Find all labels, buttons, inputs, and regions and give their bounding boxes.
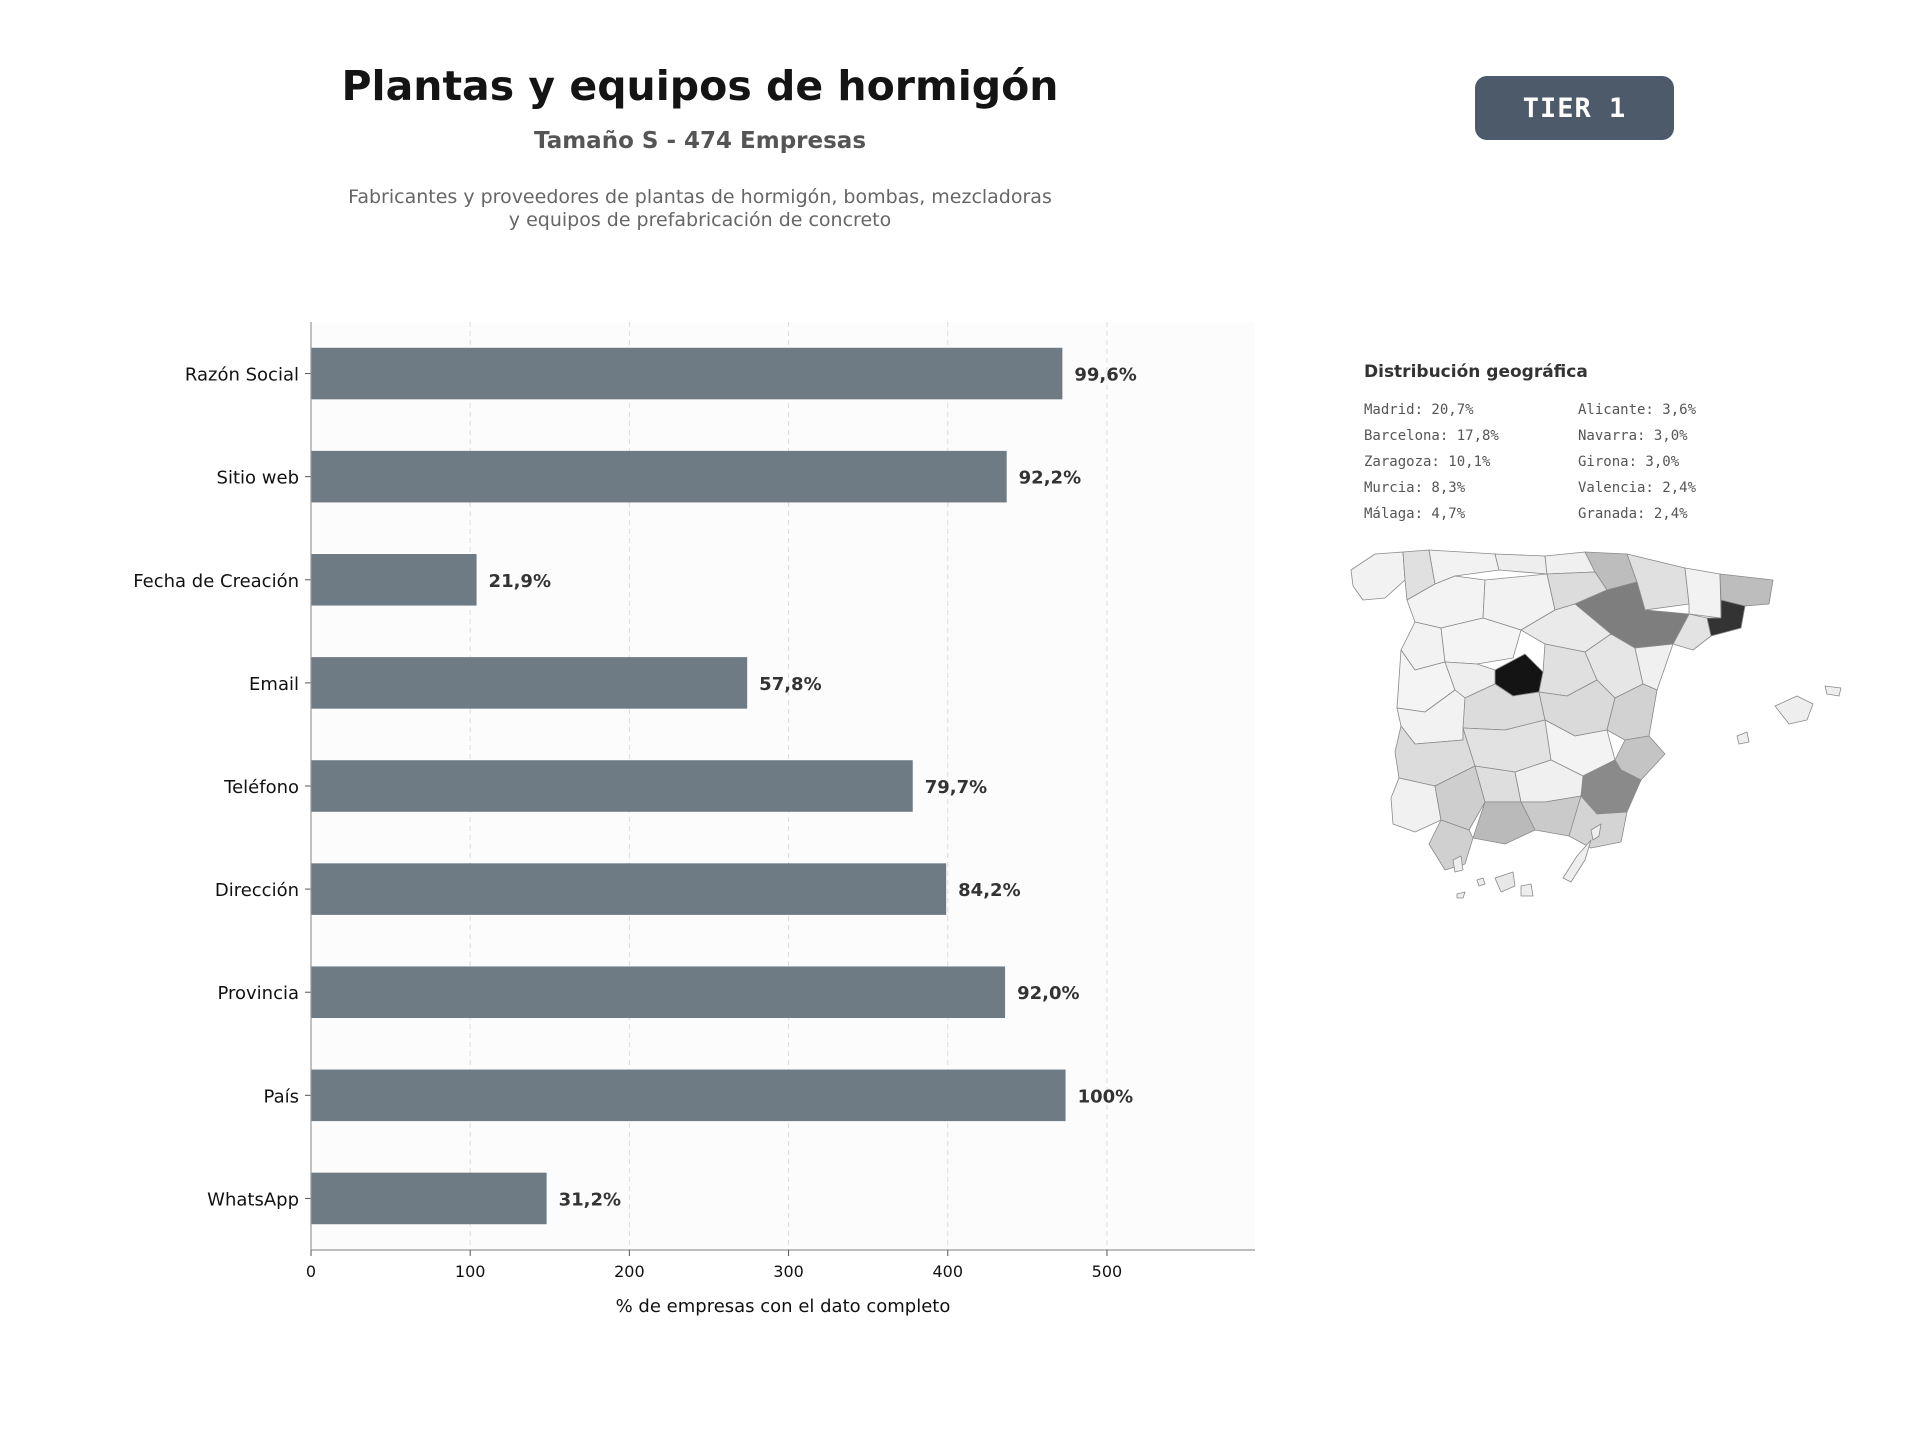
bar <box>311 450 1007 503</box>
map-region-fuerteventura <box>1562 839 1592 883</box>
map-region-girona <box>1719 573 1774 607</box>
map-region-cadiz <box>1428 819 1474 871</box>
geo-title: Distribución geográfica <box>1364 362 1588 382</box>
map-region-galicia-a <box>1350 551 1406 601</box>
bar <box>311 760 913 812</box>
map-region-huelva <box>1390 777 1442 833</box>
x-axis-label: % de empresas con el dato completo <box>616 1296 951 1317</box>
bar <box>311 863 947 915</box>
x-tick-label: 200 <box>614 1262 645 1281</box>
category-label: Fecha de Creación <box>133 571 299 592</box>
map-region-asturias <box>1428 549 1500 585</box>
tier-badge: TIER 1 <box>1475 76 1674 140</box>
geo-item: Girona: 3,0% <box>1578 454 1680 470</box>
bar-chart: 99,6% Razón Social 92,2% Sitio web 21,9% Fech… <box>133 322 1255 1317</box>
geo-item: Zaragoza: 10,1% <box>1364 454 1491 470</box>
map-region-cantabria <box>1494 553 1548 575</box>
x-tick-label: 300 <box>773 1262 804 1281</box>
data-label: 21,9% <box>489 571 551 592</box>
category-label: Email <box>249 674 299 695</box>
geo-item: Valencia: 2,4% <box>1578 480 1697 496</box>
map-region-sevilla <box>1434 765 1486 831</box>
data-label: 100% <box>1078 1086 1134 1107</box>
map-region-tenerife <box>1494 871 1516 893</box>
description-line-2: y equipos de prefabricación de concreto <box>508 209 892 231</box>
category-label: Dirección <box>215 880 299 901</box>
map-region-mallorca <box>1774 695 1814 725</box>
geo-item: Barcelona: 17,8% <box>1364 428 1499 444</box>
category-label: Teléfono <box>223 777 299 798</box>
category-label: Sitio web <box>217 468 299 489</box>
category-label: Provincia <box>217 983 299 1004</box>
geo-item: Navarra: 3,0% <box>1578 428 1688 444</box>
x-tick-label: 0 <box>306 1262 316 1281</box>
bar <box>311 966 1006 1018</box>
map-region-ibiza <box>1736 731 1750 745</box>
geo-item: Granada: 2,4% <box>1578 506 1688 522</box>
map-region-la-palma <box>1452 855 1464 873</box>
data-label: 92,0% <box>1017 983 1079 1004</box>
map-region-gran-canaria <box>1520 883 1534 897</box>
geo-item: Málaga: 4,7% <box>1364 506 1466 522</box>
data-label: 92,2% <box>1019 468 1081 489</box>
bar <box>311 657 748 709</box>
data-label: 79,7% <box>925 777 987 798</box>
map-region-el-hierro <box>1456 891 1466 899</box>
x-tick-label: 400 <box>932 1262 963 1281</box>
map-region-menorca <box>1824 685 1842 697</box>
bar <box>311 554 477 606</box>
geo-item: Murcia: 8,3% <box>1364 480 1466 496</box>
spain-map <box>1350 549 1842 899</box>
category-label: WhatsApp <box>207 1189 299 1210</box>
geo-list: Madrid: 20,7% Alicante: 3,6% Barcelona: … <box>1364 400 1794 525</box>
geo-item: Madrid: 20,7% <box>1364 402 1474 418</box>
map-region-huesca <box>1626 553 1690 611</box>
bar <box>311 1172 547 1225</box>
category-label: País <box>264 1086 299 1107</box>
data-label: 31,2% <box>559 1189 621 1210</box>
map-region-la-gomera <box>1476 877 1486 887</box>
map-region-lleida <box>1684 567 1722 619</box>
map-region-malaga <box>1472 801 1536 845</box>
chart-subtitle: Tamaño S - 474 Empresas <box>533 128 867 154</box>
map-region-lanzarote <box>1590 823 1602 841</box>
map-region-almeria <box>1568 795 1628 849</box>
bar <box>311 1069 1066 1122</box>
bar <box>311 347 1063 400</box>
chart-description: Fabricantes y proveedores de plantas de … <box>200 186 1200 232</box>
geo-item: Alicante: 3,6% <box>1578 402 1697 418</box>
description-line-1: Fabricantes y proveedores de plantas de … <box>348 186 1052 208</box>
x-tick-label: 100 <box>455 1262 486 1281</box>
category-label: Razón Social <box>185 365 299 386</box>
x-tick-label: 500 <box>1092 1262 1123 1281</box>
data-label: 84,2% <box>958 880 1020 901</box>
data-label: 57,8% <box>759 674 821 695</box>
data-label: 99,6% <box>1074 365 1136 386</box>
chart-title: Plantas y equipos de hormigón <box>341 62 1059 110</box>
